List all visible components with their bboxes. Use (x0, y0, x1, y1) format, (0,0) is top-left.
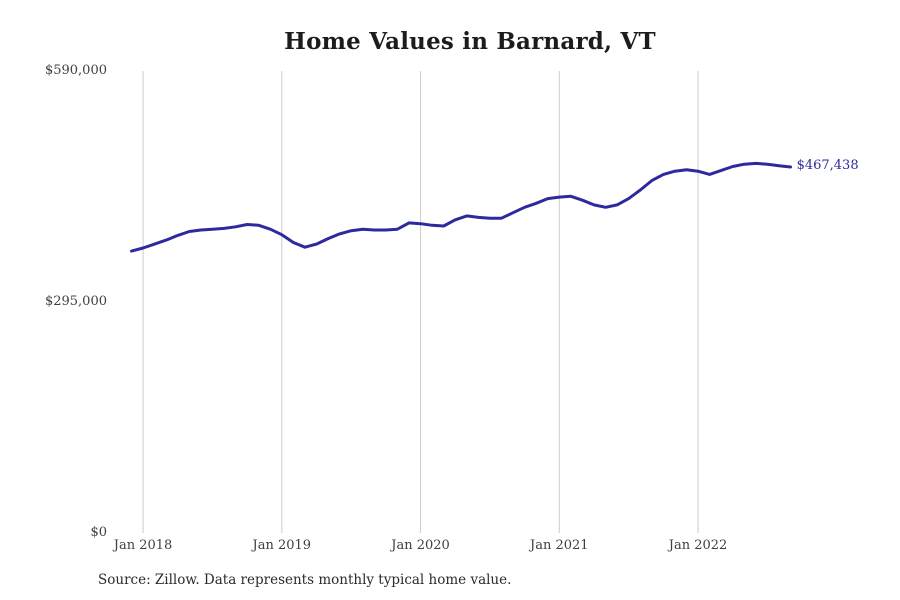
y-axis-tick-label: $0 (90, 525, 107, 540)
x-axis-tick-label: Jan 2022 (668, 538, 728, 553)
chart-title: Home Values in Barnard, VT (284, 28, 656, 55)
x-axis-tick-label: Jan 2020 (391, 538, 450, 553)
x-axis-tick-label: Jan 2021 (530, 538, 589, 553)
source-note: Source: Zillow. Data represents monthly … (98, 572, 512, 588)
y-axis-tick-label: $295,000 (44, 294, 107, 309)
value-line (130, 161, 793, 253)
x-axis-tick-label: Jan 2019 (252, 538, 312, 553)
latest-value-label: $467,438 (796, 157, 859, 173)
y-axis-tick-label: $590,000 (44, 63, 107, 78)
x-axis-tick-label: Jan 2018 (113, 538, 173, 553)
